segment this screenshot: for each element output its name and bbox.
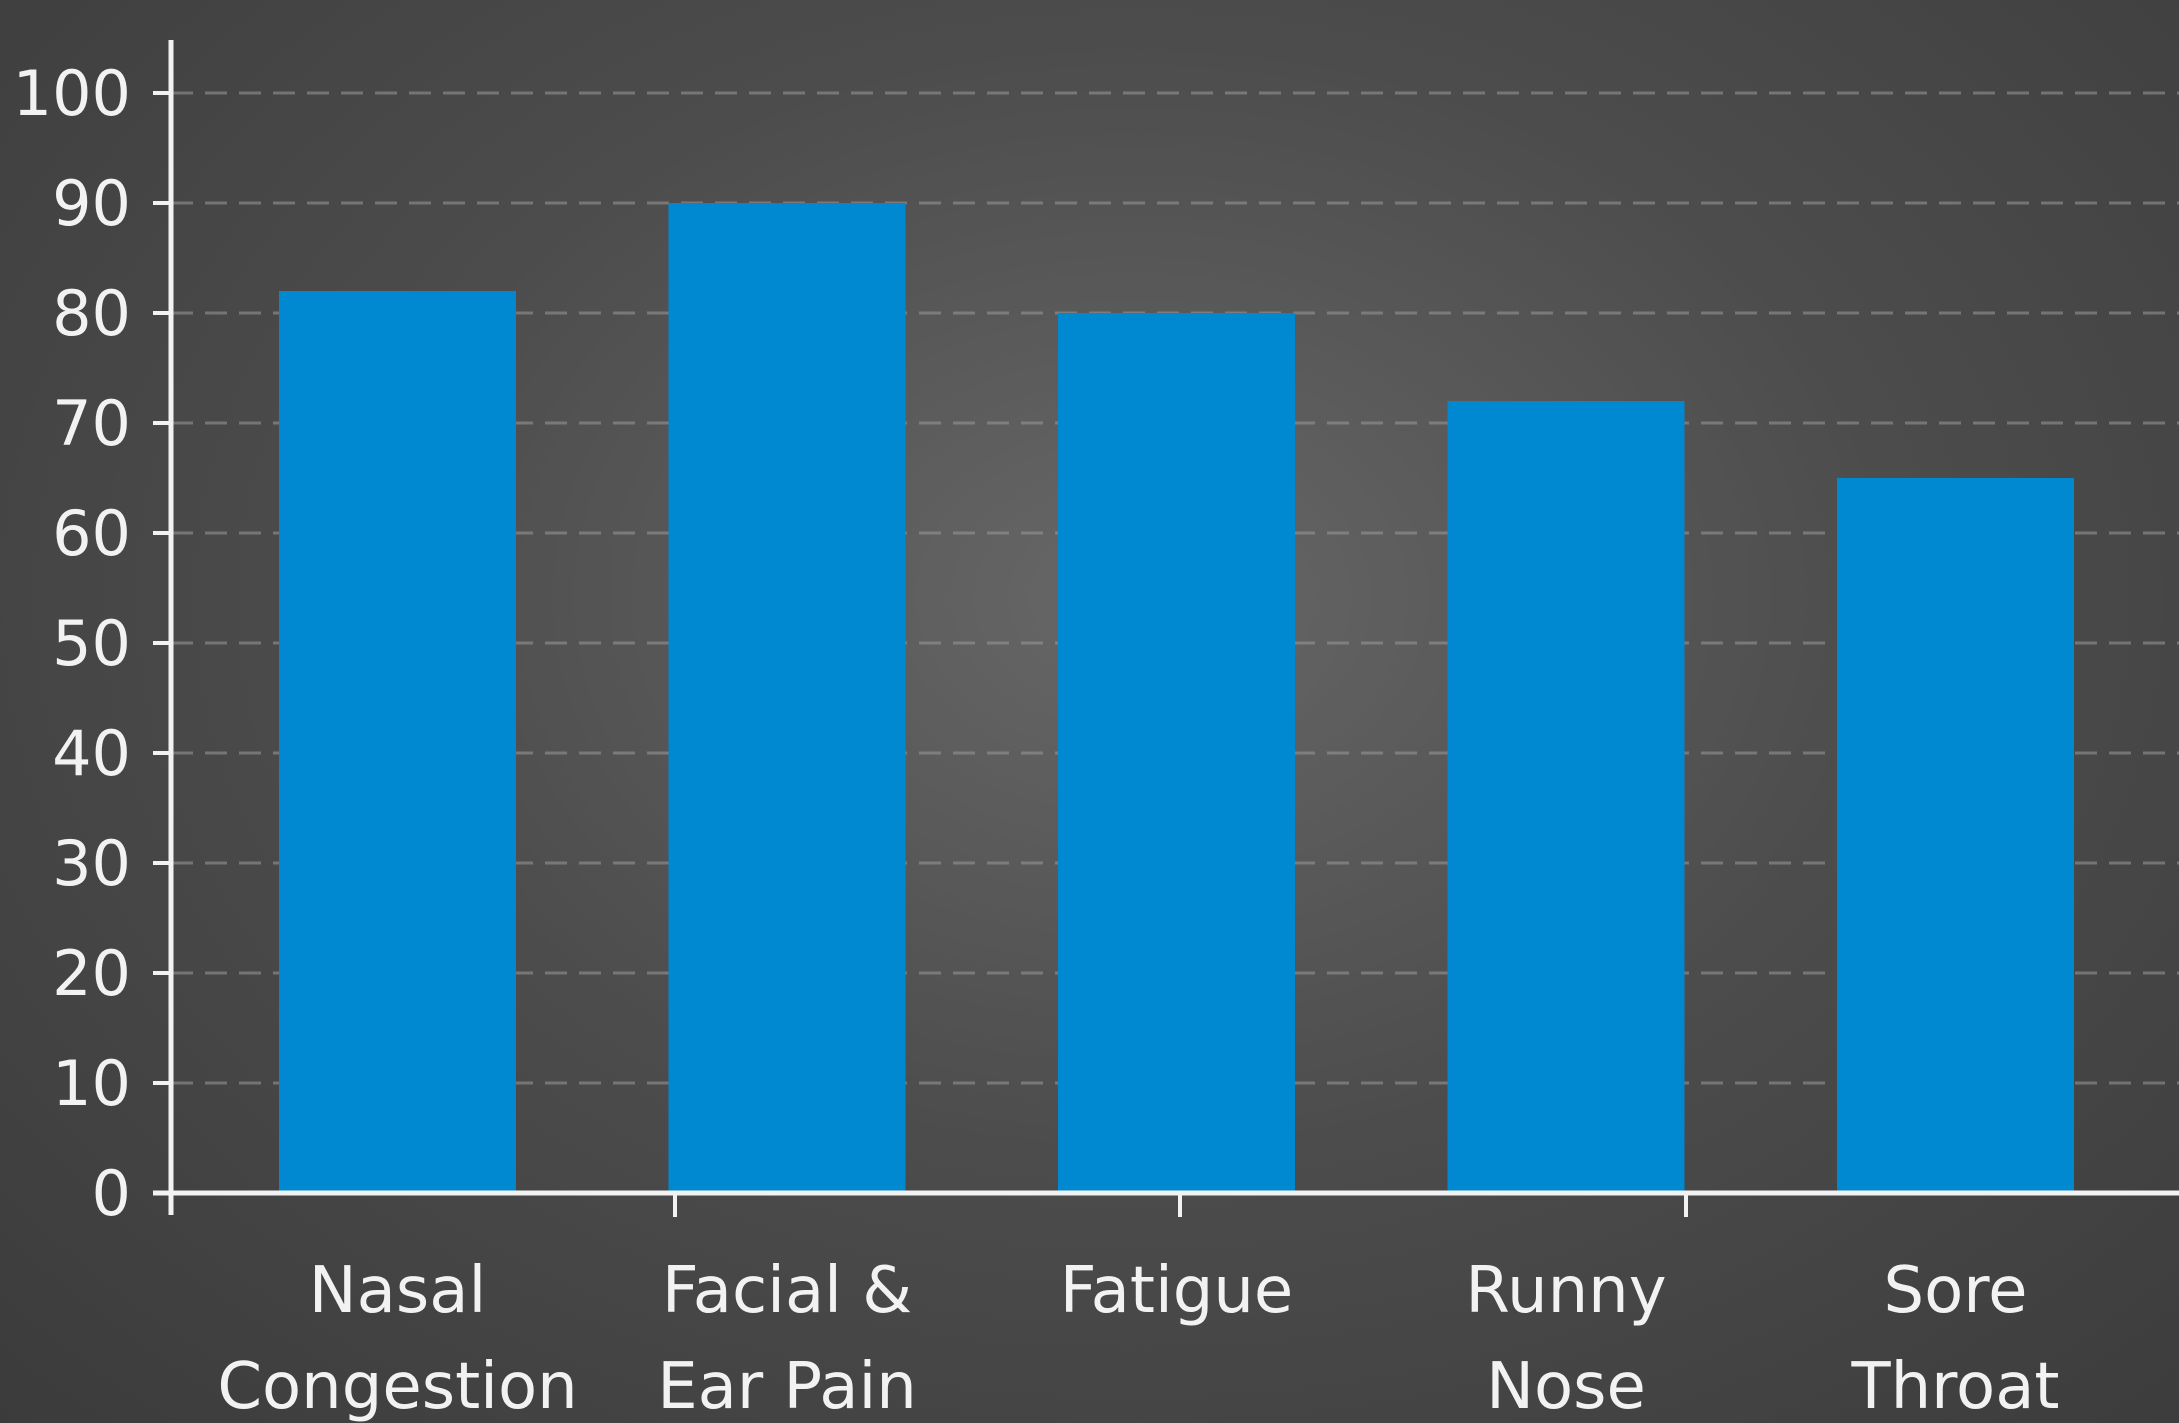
x-tick-label-line: Ear Pain [657,1350,917,1423]
x-tick-label-line: Facial & [662,1254,912,1328]
x-tick-label-line: Congestion [217,1350,577,1423]
y-tick-label: 0 [92,1157,131,1230]
x-tick-label-line: Sore [1883,1254,2027,1328]
x-tick-label-line: Nasal [309,1254,486,1328]
y-tick-label: 10 [52,1047,131,1120]
bar-1 [668,203,906,1193]
x-tick-label-line: Runny [1465,1254,1666,1328]
x-tick-label-line: Fatigue [1060,1254,1294,1328]
x-tick-label-line: Nose [1486,1350,1646,1423]
y-tick-label: 70 [52,387,131,460]
y-tick-label: 20 [52,937,131,1010]
y-tick-label: 30 [52,827,131,900]
x-tick-label: Runny Nose [1465,1254,1666,1423]
y-tick-label: 80 [52,277,131,350]
y-tick-label: 50 [52,607,131,680]
x-tick-label-line: Throat [1850,1350,2059,1423]
x-tick-label: Fatigue [1060,1254,1294,1328]
x-tick-label: Nasal Congestion [217,1254,577,1423]
y-tick-label: 90 [52,167,131,240]
bar-3 [1447,401,1685,1193]
y-tick-label: 40 [52,717,131,790]
axes [153,40,2179,1217]
bar-0 [279,291,516,1193]
y-axis-ticks: 0 10 20 30 40 50 60 70 80 90 100 [13,57,171,1230]
bars [279,203,2074,1193]
y-tick-label: 100 [13,57,131,130]
bar-4 [1837,478,2074,1193]
bar-2 [1058,313,1295,1193]
x-tick-label: Facial & Ear Pain [657,1254,917,1423]
x-tick-label: Sore Throat [1850,1254,2059,1423]
y-tick-label: 60 [52,497,131,570]
x-axis-ticks: Nasal Congestion Facial & Ear Pain Fatigue Ru… [217,1254,2059,1423]
